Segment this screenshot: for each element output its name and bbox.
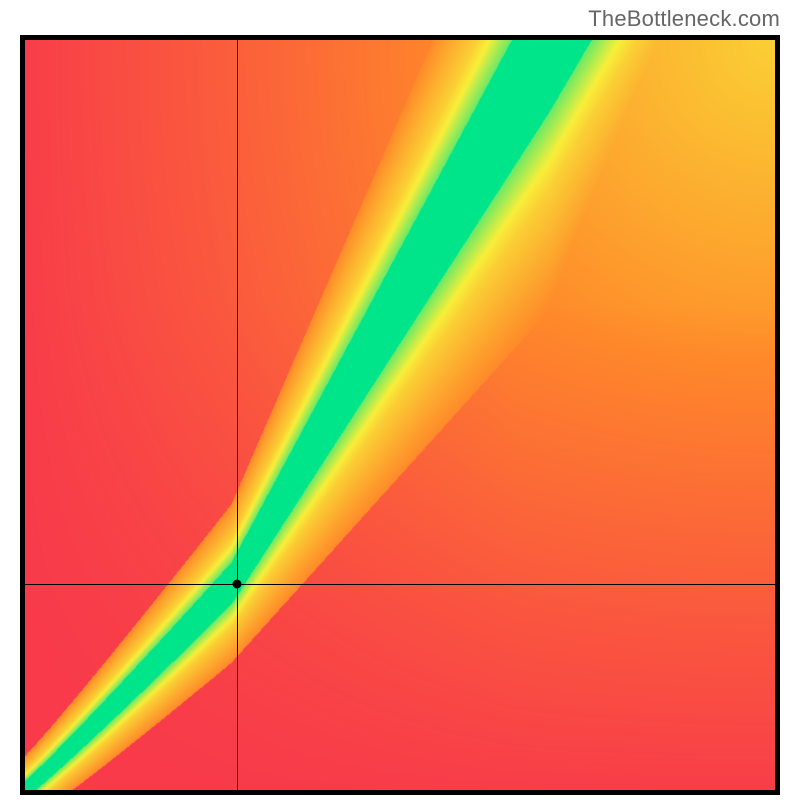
watermark-text: TheBottleneck.com [588, 6, 780, 32]
chart-container: TheBottleneck.com [0, 0, 800, 800]
crosshair-horizontal [25, 584, 775, 585]
crosshair-marker [233, 579, 242, 588]
chart-frame [20, 35, 780, 795]
crosshair-vertical [237, 40, 238, 790]
heatmap-canvas [25, 40, 775, 790]
